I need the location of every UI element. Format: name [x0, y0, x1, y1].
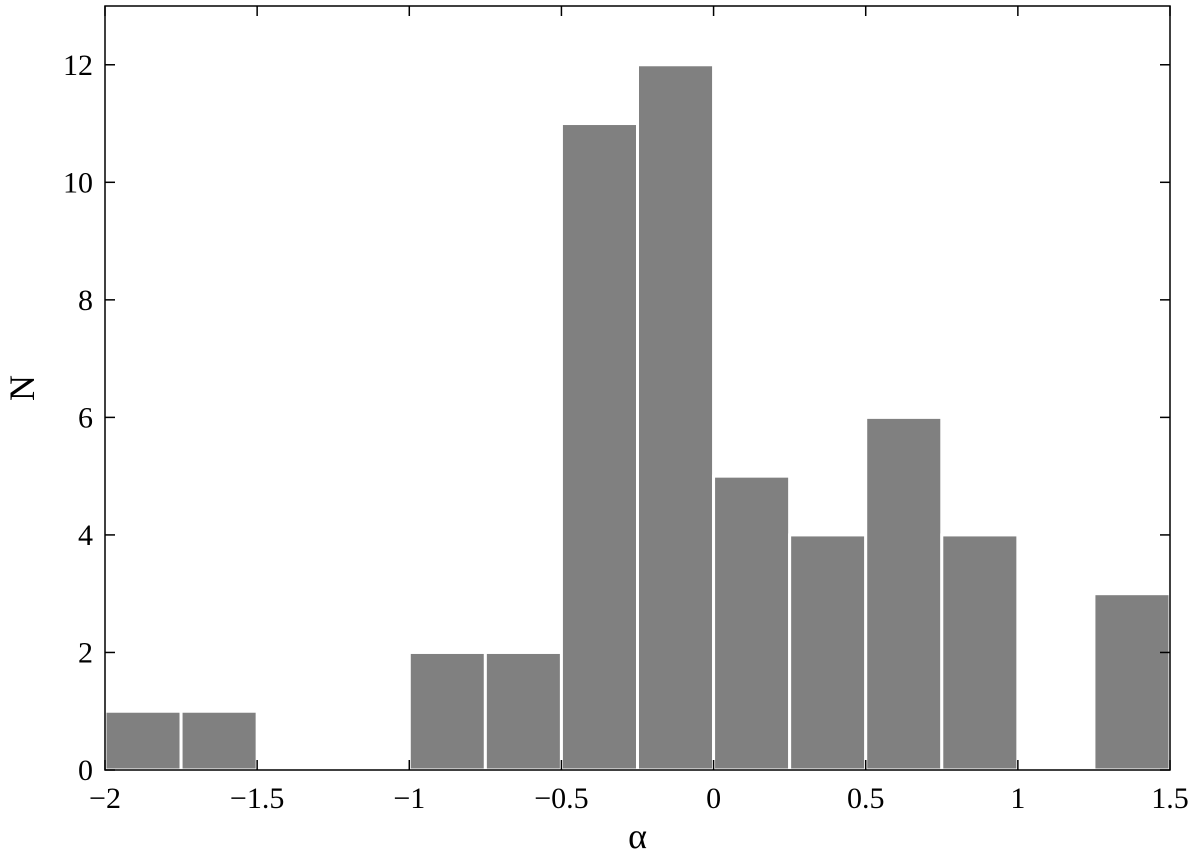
histogram-bar	[864, 415, 944, 772]
y-tick-label: 10	[63, 166, 93, 199]
x-tick-label: 1.5	[1151, 782, 1189, 815]
y-tick-label: 0	[78, 754, 93, 787]
x-tick-label: 1	[1010, 782, 1025, 815]
tick-labels-layer: −2 −1.5 −1 −0.5 0 0.5 1 1.5 0 2 4 6 8 10 12	[63, 49, 1189, 815]
x-axis-label: α	[628, 816, 647, 854]
histogram-bar	[483, 650, 563, 772]
x-tick-label: −2	[89, 782, 121, 815]
x-tick-label: 0	[706, 782, 721, 815]
x-tick-label: 0.5	[847, 782, 885, 815]
y-tick-label: 8	[78, 284, 93, 317]
histogram-bar	[712, 474, 792, 772]
histogram-bar	[788, 533, 868, 772]
y-tick-label: 4	[78, 519, 93, 552]
ticks-layer	[104, 6, 1171, 771]
histogram-bar	[407, 650, 487, 772]
x-tick-label: −1	[393, 782, 425, 815]
axes-frame	[104, 5, 1171, 771]
bars-layer	[103, 63, 1172, 772]
y-axis-label: N	[2, 375, 42, 401]
histogram-bar	[559, 122, 640, 772]
histogram-bar	[940, 533, 1020, 772]
y-tick-label: 12	[63, 49, 93, 82]
x-tick-label: −1.5	[230, 782, 284, 815]
x-tick-label: −0.5	[534, 782, 588, 815]
histogram-bar	[103, 709, 183, 772]
y-tick-label: 2	[78, 636, 93, 669]
y-tick-label: 6	[78, 401, 93, 434]
histogram-bar	[179, 709, 259, 772]
histogram-bar	[636, 63, 716, 772]
histogram-bar	[1092, 592, 1172, 772]
